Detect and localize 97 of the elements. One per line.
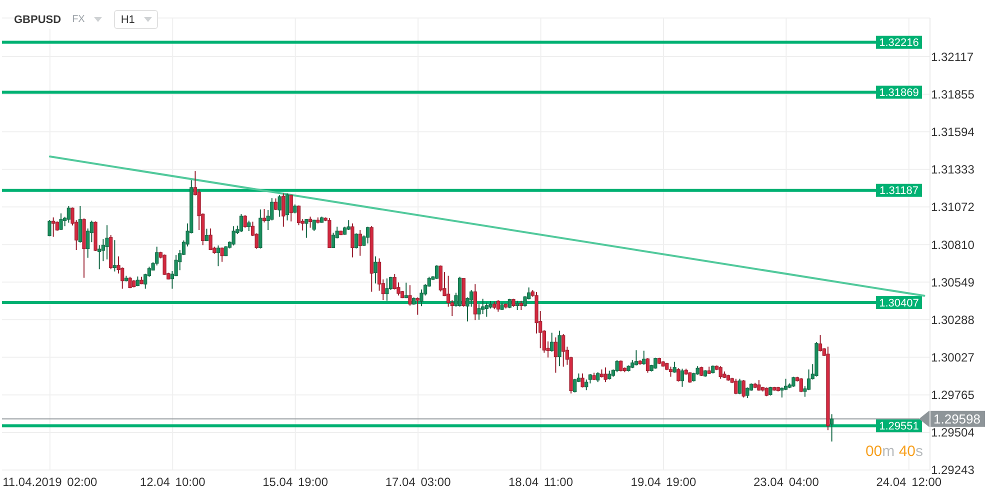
candlestick <box>262 208 266 223</box>
candlestick <box>516 300 520 311</box>
ref-line-label: 1.29551 <box>879 420 919 433</box>
candlestick <box>59 212 63 231</box>
candlestick <box>208 228 212 251</box>
ref-line-label: 1.29598 <box>934 412 980 427</box>
x-tick-label: 18.04 11:00 <box>508 475 574 490</box>
candlestick <box>746 386 750 399</box>
y-tick-label: 1.30810 <box>931 238 975 252</box>
candlestick <box>680 368 684 388</box>
candlestick <box>558 330 562 367</box>
candlestick <box>718 366 722 380</box>
ref-line-label: 1.31869 <box>879 87 919 100</box>
candlestick <box>216 244 220 267</box>
candlestick <box>496 300 500 312</box>
annotation: H1 <box>120 14 135 26</box>
candlestick <box>78 206 82 244</box>
candlestick <box>278 194 282 218</box>
candlestick <box>52 216 56 238</box>
candlestick <box>676 368 680 382</box>
candlestick <box>596 372 600 383</box>
candlestick <box>742 380 746 398</box>
annotation: 00m 40s <box>865 443 923 460</box>
candlestick <box>642 350 646 366</box>
candlestick <box>285 192 290 221</box>
x-tick-label: 24.04 12:00 <box>876 475 942 490</box>
x-tick-label: 11.04.2019 02:00 <box>2 475 98 490</box>
ref-line-label: 1.32216 <box>879 37 919 50</box>
candlestick <box>604 366 608 383</box>
y-tick-label: 1.31333 <box>931 162 975 177</box>
candlestick <box>818 334 822 352</box>
chart-title: GBPUSD <box>14 14 62 26</box>
x-tick-label: 12.04 10:00 <box>140 475 206 490</box>
annotation: FX <box>72 14 85 25</box>
candlestick <box>374 256 378 284</box>
candlestick <box>550 332 554 352</box>
y-tick-label: 1.31855 <box>931 87 975 102</box>
candlestick <box>105 224 109 260</box>
candlestick <box>580 372 584 388</box>
y-tick-label: 1.30288 <box>931 312 975 327</box>
candlestick <box>780 386 784 398</box>
candlestick <box>416 296 420 316</box>
y-tick-label: 1.29765 <box>931 388 975 402</box>
candlestick <box>688 372 692 384</box>
candlestick <box>48 220 52 237</box>
candlestick <box>66 206 70 224</box>
y-tick-label: 1.29504 <box>931 426 975 440</box>
candlestick <box>220 246 224 262</box>
candlestick <box>404 282 408 299</box>
candlestick <box>239 214 244 233</box>
candlestick <box>634 350 638 366</box>
y-tick-label: 1.31594 <box>931 124 975 139</box>
candlestick <box>484 302 488 318</box>
candlestick <box>247 220 251 232</box>
candlestick <box>358 230 362 256</box>
y-tick-label: 1.32117 <box>931 50 974 64</box>
candlestick <box>243 214 247 228</box>
candlestick <box>473 284 477 321</box>
candlestick <box>519 300 523 311</box>
candlestick <box>554 336 558 374</box>
x-tick-label: 23.04 04:00 <box>753 475 820 490</box>
candlestick <box>350 222 354 258</box>
candlestick <box>346 220 350 231</box>
candlestick <box>162 254 166 276</box>
candlestick <box>282 192 286 228</box>
candlestick <box>615 360 619 373</box>
x-tick-label: 15.04 19:00 <box>262 475 328 490</box>
ref-line-label: 1.31187 <box>880 185 918 198</box>
y-tick-label: 1.31072 <box>931 200 975 214</box>
x-tick-label: 19.04 19:00 <box>630 475 696 490</box>
candlestick <box>308 216 312 228</box>
y-tick-label: 1.29243 <box>931 463 975 478</box>
candlestick <box>562 334 566 368</box>
candlestick <box>738 378 742 395</box>
candlestick <box>385 278 389 302</box>
candlestick <box>354 232 358 249</box>
candlestick <box>668 366 673 378</box>
candlestick <box>734 378 738 395</box>
candlestick <box>112 240 116 272</box>
dropdown: H1 <box>114 10 158 29</box>
candlestick <box>304 218 308 238</box>
x-tick-label: 17.04 03:00 <box>385 475 452 490</box>
candlestick <box>366 226 370 244</box>
y-tick-label: 1.30027 <box>931 350 975 364</box>
candlestick <box>204 228 209 242</box>
candlestick <box>646 358 650 374</box>
candlestick <box>232 226 236 246</box>
ref-line-label: 1.30407 <box>879 297 919 310</box>
y-tick-label: 1.30549 <box>931 275 975 290</box>
candlestick <box>573 378 577 393</box>
candlestick <box>830 414 834 442</box>
candlestick <box>289 194 293 222</box>
candlestick <box>619 360 623 372</box>
candlestick <box>672 361 676 374</box>
candlestick <box>435 264 439 280</box>
candlestick <box>799 378 803 393</box>
candlestick <box>408 284 412 306</box>
